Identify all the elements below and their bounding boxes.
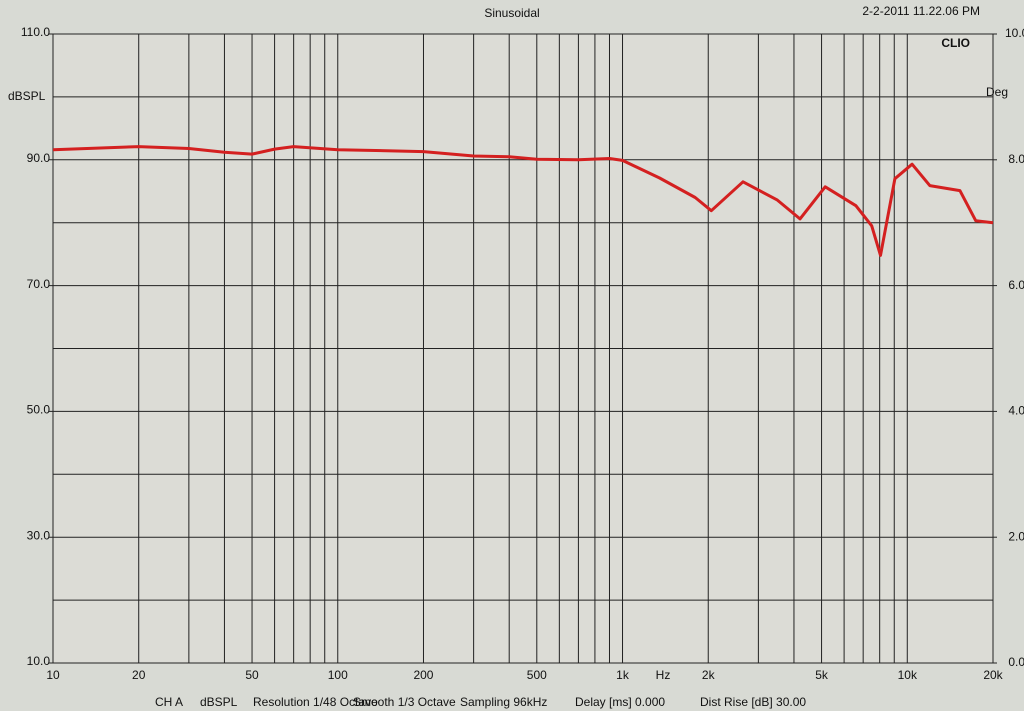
footer-text: dBSPL (200, 695, 238, 709)
footer-text: CH A (155, 695, 183, 709)
footer-text: Delay [ms] 0.000 (575, 695, 665, 709)
x-tick-label: 1k (616, 668, 630, 682)
response-curve (52, 145, 994, 257)
timestamp: 2-2-2011 11.22.06 PM (862, 4, 980, 18)
footer-text: Smooth 1/3 Octave (353, 695, 456, 709)
y2-tick-label: 0.00 (1008, 655, 1024, 669)
x-tick-label: 10k (898, 668, 918, 682)
footer-text: Resolution 1/48 Octave (253, 695, 378, 709)
y2-tick-label: 2.00 (1008, 529, 1024, 543)
y-tick-label: 10.0 (27, 654, 51, 668)
footer-text: Dist Rise [dB] 30.00 (700, 695, 806, 709)
x-tick-label: 20 (132, 668, 146, 682)
y-tick-label: 70.0 (27, 277, 51, 291)
x-axis-label: Hz (656, 668, 671, 682)
x-tick-label: 10 (46, 668, 60, 682)
y2-tick-label: 4.00 (1008, 404, 1024, 418)
y-axis-label: dBSPL (8, 89, 46, 103)
x-tick-label: 200 (413, 668, 433, 682)
y2-tick-label: 8.00 (1008, 152, 1024, 166)
x-tick-label: 5k (815, 668, 829, 682)
y2-tick-label: 10.00 (1005, 26, 1024, 40)
x-tick-label: 2k (702, 668, 716, 682)
y-tick-label: 50.0 (27, 403, 51, 417)
brand: CLIO (941, 36, 970, 50)
x-tick-label: 500 (527, 668, 547, 682)
y2-tick-label: 6.00 (1008, 278, 1024, 292)
x-tick-label: 100 (328, 668, 348, 682)
x-tick-label: 20k (983, 668, 1003, 682)
y2-axis-label: Deg (986, 85, 1008, 99)
chart-title: Sinusoidal (484, 6, 539, 20)
y-tick-label: 110.0 (21, 25, 50, 39)
y-tick-label: 90.0 (27, 151, 51, 165)
x-tick-label: 50 (245, 668, 259, 682)
y-tick-label: 30.0 (27, 528, 51, 542)
footer-text: Sampling 96kHz (460, 695, 547, 709)
